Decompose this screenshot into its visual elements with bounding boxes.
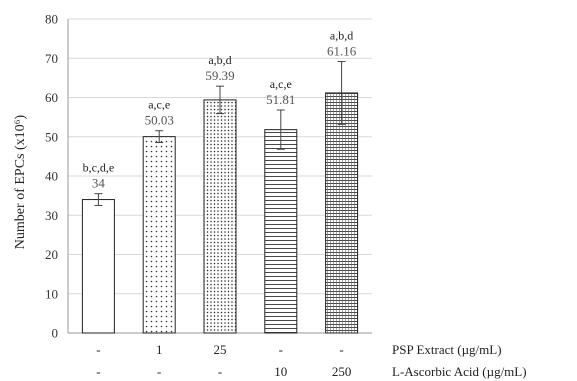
- error-bar: [337, 61, 346, 125]
- treatment-value: -: [339, 342, 343, 357]
- significance-label: a,c,e: [148, 98, 170, 112]
- significance-label: b,c,d,e: [83, 161, 115, 175]
- bar-labels: 34b,c,d,e50.03a,c,e59.39a,b,d51.81a,c,e6…: [83, 29, 357, 191]
- data-label: 61.16: [327, 44, 357, 59]
- data-label: 51.81: [266, 92, 295, 107]
- significance-label: a,c,e: [270, 77, 292, 91]
- error-bar: [216, 85, 224, 115]
- data-label: 50.03: [145, 113, 174, 128]
- treatment-value: 25: [214, 342, 227, 357]
- treatment-value: -: [96, 364, 100, 379]
- y-axis-ticks: 0 10 20 30 40 50 60 70 80: [45, 12, 58, 341]
- y-axis-label: Number of EPCs (x10⁶): [13, 114, 28, 249]
- treatment-value: -: [218, 364, 222, 379]
- y-tick-label: 50: [45, 129, 58, 144]
- y-tick-label: 80: [45, 12, 58, 27]
- treatment-row-label: PSP Extract (µg/mL): [392, 342, 502, 357]
- bar: [81, 199, 115, 334]
- error-bar: [94, 193, 103, 206]
- treatment-value: 250: [332, 364, 352, 379]
- y-tick-label: 40: [45, 169, 58, 184]
- bar: [142, 136, 176, 334]
- y-tick-label: 10: [45, 286, 58, 301]
- significance-label: a,b,d: [330, 29, 353, 43]
- bar: [264, 129, 298, 334]
- error-bars: [94, 61, 346, 206]
- treatment-value: -: [96, 342, 100, 357]
- significance-label: a,b,d: [208, 53, 231, 67]
- treatment-table: - 1 25 - - PSP Extract (µg/mL) - - - 10 250 L-Ascor…: [96, 342, 526, 379]
- y-tick-label: 20: [45, 247, 58, 262]
- y-tick-label: 0: [52, 326, 59, 341]
- treatment-value: -: [157, 364, 161, 379]
- treatment-value: -: [279, 342, 283, 357]
- data-label: 59.39: [205, 68, 234, 83]
- treatment-row-label: L-Ascorbic Acid (µg/mL): [392, 364, 527, 379]
- y-tick-label: 30: [45, 208, 58, 223]
- error-bar: [155, 130, 164, 144]
- data-label: 34: [92, 176, 106, 191]
- y-tick-label: 60: [45, 90, 58, 105]
- error-bar: [276, 109, 285, 150]
- treatment-value: 1: [156, 342, 163, 357]
- y-tick-label: 70: [45, 51, 58, 66]
- bar: [325, 92, 359, 334]
- bar: [203, 99, 237, 334]
- treatment-value: 10: [274, 364, 287, 379]
- bars: [81, 92, 359, 334]
